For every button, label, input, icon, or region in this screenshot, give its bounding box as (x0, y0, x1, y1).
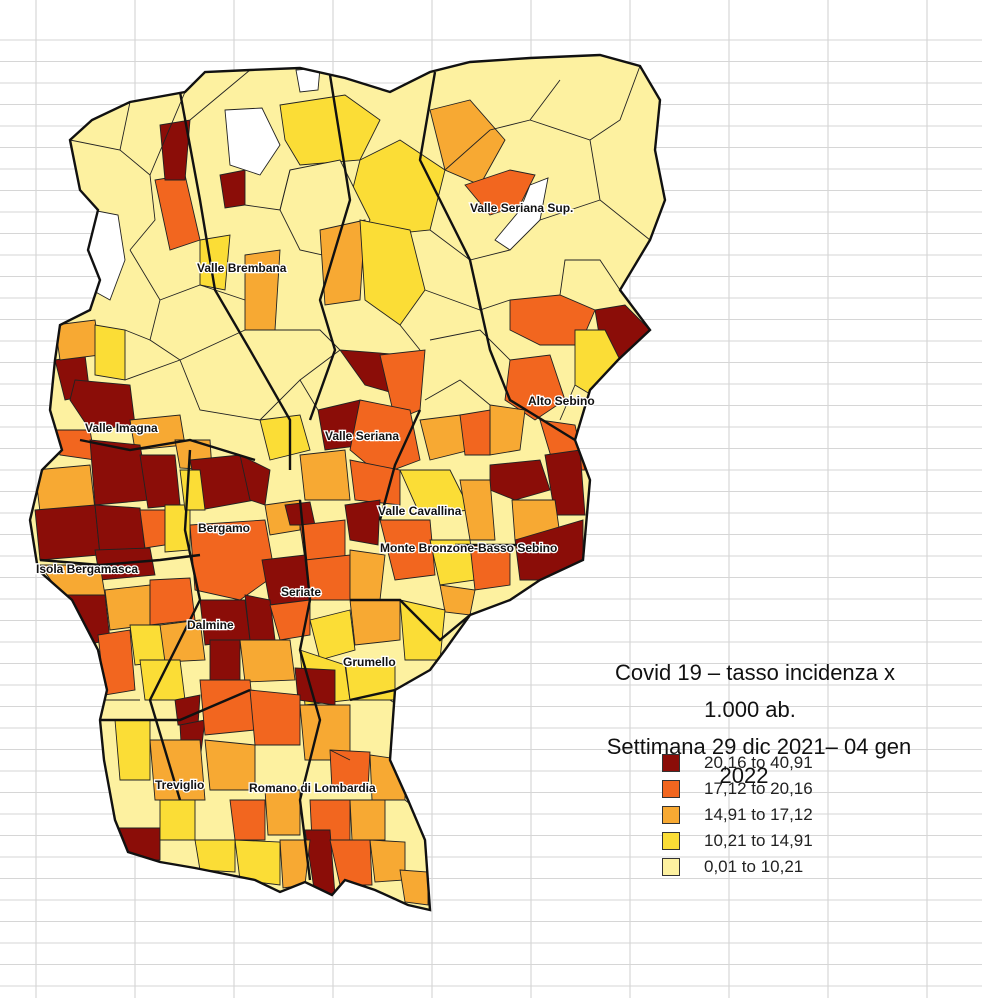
municipality-area (54, 319, 101, 361)
municipality-area (344, 499, 381, 546)
area-label-isola-bergamasca: Isola Bergamasca (36, 562, 138, 576)
area-label-seriate: Seriate (281, 585, 321, 599)
municipality-area (34, 504, 101, 561)
municipality-area (139, 659, 186, 701)
municipality-area (219, 169, 246, 209)
municipality-area (89, 439, 151, 506)
area-label-grumello: Grumello (343, 655, 396, 669)
municipality-area (149, 739, 206, 801)
municipality-area (159, 619, 206, 663)
legend-item: 20,16 to 40,91 (662, 750, 872, 776)
municipality-area (269, 599, 311, 641)
municipality-area (149, 577, 196, 626)
legend-label: 14,91 to 17,12 (704, 805, 813, 824)
municipality-area (459, 479, 496, 541)
municipality-area (249, 689, 301, 746)
municipality-boundaries (69, 65, 651, 821)
municipality-area (459, 409, 491, 456)
municipality-area (399, 599, 446, 661)
legend: 20,16 to 40,91 17,12 to 20,16 14,91 to 1… (662, 750, 872, 880)
municipality-area (159, 119, 191, 181)
legend-item: 0,01 to 10,21 (662, 854, 872, 880)
municipality-area (544, 449, 586, 516)
municipality-area (244, 594, 276, 641)
municipality-area (34, 464, 96, 513)
municipality-area (234, 839, 281, 886)
municipality-area (69, 379, 136, 431)
legend-item: 17,12 to 20,16 (662, 776, 872, 802)
district-boundaries (39, 71, 576, 881)
municipality-area (239, 639, 296, 683)
municipality-area (489, 404, 526, 456)
municipality-area (104, 584, 151, 631)
area-label-treviglio: Treviglio (155, 778, 204, 792)
municipality-area (94, 324, 126, 381)
area-label-monte-bronzone: Monte Bronzone-Basso Sebino (380, 541, 557, 555)
legend-item: 14,91 to 17,12 (662, 802, 872, 828)
municipality-area (379, 519, 436, 581)
legend-swatch (662, 858, 680, 876)
municipality-area (349, 599, 401, 646)
map-title: Covid 19 – tasso incidenza x 1.000 ab. S… (545, 654, 965, 794)
municipality-area (399, 869, 429, 906)
municipality-area (429, 99, 506, 186)
municipality-area (94, 504, 146, 556)
map-title-line: Covid 19 – tasso incidenza x (614, 660, 896, 685)
map-title-line: 2022 (719, 763, 769, 788)
area-label-alto-sebino: Alto Sebino (528, 394, 595, 408)
legend-label: 10,21 to 14,91 (704, 831, 813, 850)
municipality-area (114, 719, 151, 781)
municipality-area (359, 219, 426, 326)
legend-swatch (662, 806, 680, 824)
municipality-area (209, 639, 241, 681)
municipality-area (349, 399, 421, 476)
municipality-area (97, 629, 136, 696)
area-label-romano-di-lombardia: Romano di Lombardia (249, 781, 376, 795)
legend-swatch (662, 832, 680, 850)
area-label-valle-seriana: Valle Seriana (325, 429, 399, 443)
no-data-area (224, 107, 281, 176)
province-outline (28, 53, 667, 912)
municipality-area (319, 219, 366, 306)
municipality-area (194, 839, 236, 873)
municipality-area (159, 799, 196, 841)
municipality-area (259, 414, 311, 461)
municipality-area (504, 354, 566, 421)
legend-swatch (662, 754, 680, 772)
legend-label: 20,16 to 40,91 (704, 753, 813, 772)
area-label-dalmine: Dalmine (187, 618, 234, 632)
municipality-area (329, 839, 373, 886)
map-title-line: Settimana 29 dic 2021– 04 gen (606, 734, 912, 759)
legend-label: 17,12 to 20,16 (704, 779, 813, 798)
municipality-area (189, 519, 276, 601)
municipality-area (464, 169, 536, 216)
municipality-area (349, 799, 386, 841)
area-label-bergamo: Bergamo (198, 521, 250, 535)
map-title-line: 1.000 ab. (704, 697, 796, 722)
municipality-area (329, 749, 371, 791)
municipality-area (369, 839, 406, 883)
area-label-valle-seriana-sup: Valle Seriana Sup. (470, 201, 573, 215)
legend-item: 10,21 to 14,91 (662, 828, 872, 854)
legend-label: 0,01 to 10,21 (704, 857, 804, 876)
area-label-valle-cavallina: Valle Cavallina (378, 504, 462, 518)
legend-swatch (662, 780, 680, 798)
municipality-area (264, 789, 301, 836)
municipality-area (299, 519, 346, 561)
area-label-valle-imagna: Valle Imagna (85, 421, 158, 435)
municipality-area (229, 799, 266, 841)
municipality-area (299, 449, 351, 501)
municipality-area (309, 609, 356, 661)
area-label-valle-brembana: Valle Brembana (197, 261, 287, 275)
municipality-area (349, 549, 386, 601)
municipality-area (204, 739, 256, 791)
